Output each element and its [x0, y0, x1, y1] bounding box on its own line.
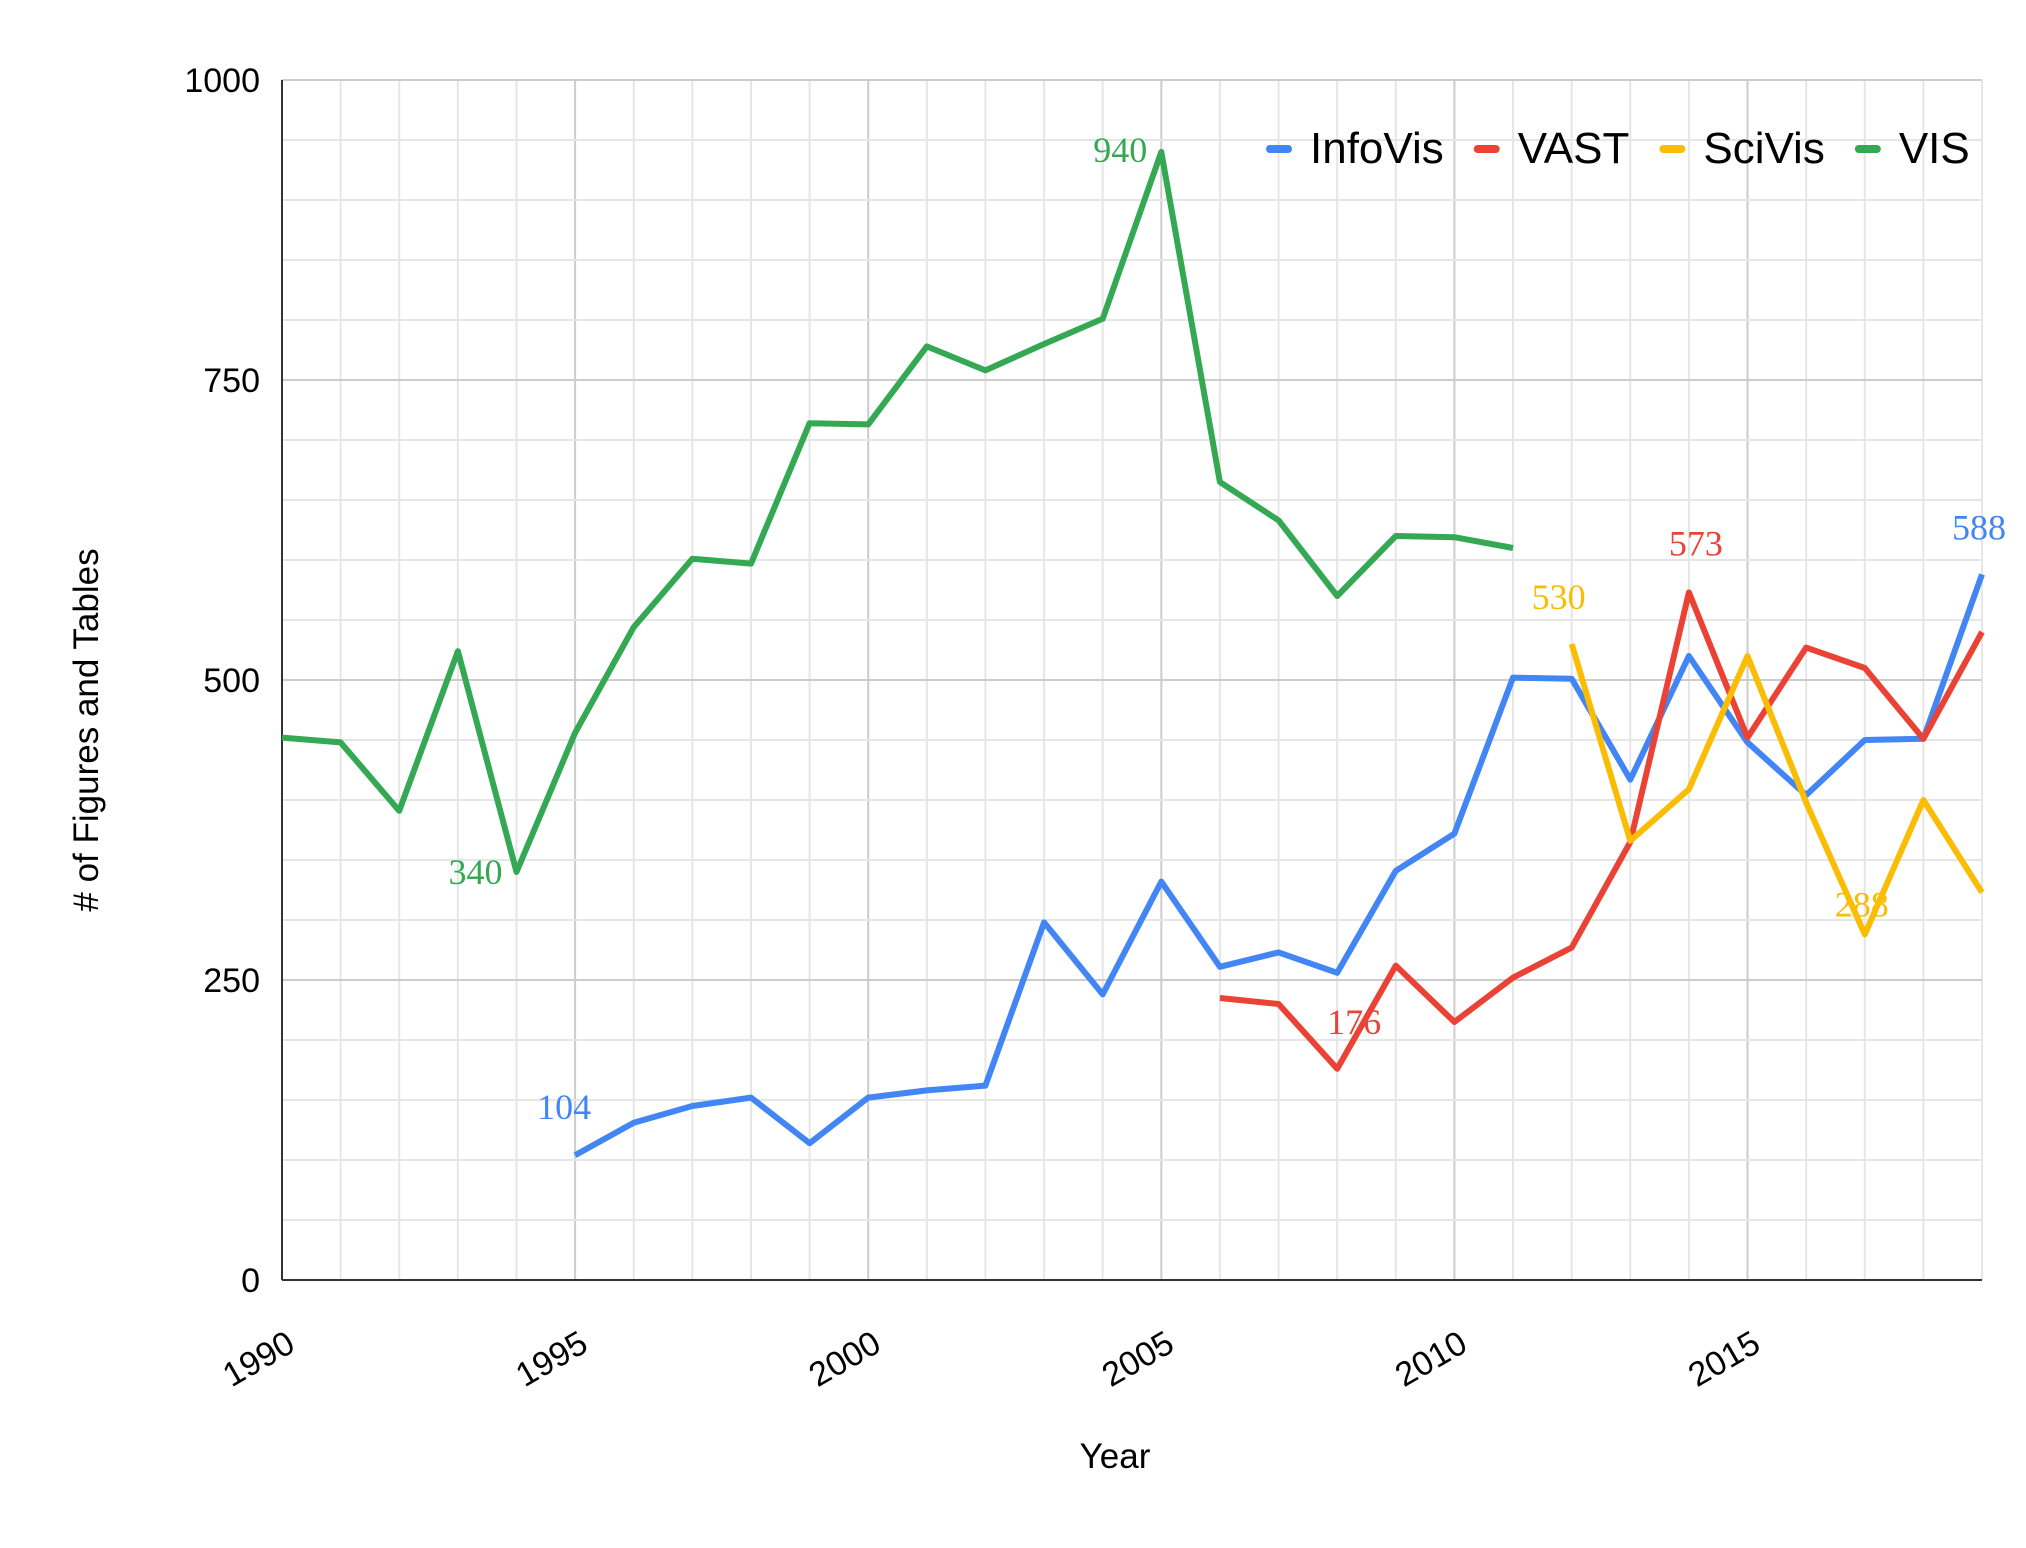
legend-label: VAST [1518, 124, 1630, 173]
data-label: 104 [537, 1087, 591, 1127]
y-tick-label: 750 [203, 362, 260, 400]
y-tick-label: 500 [203, 662, 260, 700]
series-line-vast [1219, 589, 1985, 1072]
legend: InfoVis VAST SciVis VIS [1266, 124, 1970, 173]
legend-label: SciVis [1703, 124, 1824, 173]
data-label: 940 [1093, 130, 1147, 170]
series-line-vis [281, 149, 1514, 875]
x-axis-title: Year [1080, 1437, 1151, 1476]
y-tick-label: 1000 [184, 62, 260, 100]
legend-label: InfoVis [1310, 124, 1444, 173]
x-tick-label: 2010 [1389, 1324, 1474, 1395]
data-label: 573 [1669, 523, 1723, 563]
data-label: 176 [1327, 1002, 1381, 1042]
legend-item-vis: VIS [1854, 124, 1970, 173]
x-tick-label: 1990 [216, 1324, 301, 1395]
series-line-infovis [573, 573, 1985, 1158]
legend-label: VIS [1899, 124, 1970, 173]
legend-item-infovis: InfoVis [1266, 124, 1444, 173]
legend-item-scivis: SciVis [1659, 124, 1825, 173]
data-annotations: 940 340 104 176 530 573 288 588 [448, 130, 2006, 1127]
series-lines [281, 149, 1985, 1158]
data-label: 588 [1952, 507, 2006, 547]
legend-item-vast: VAST [1473, 124, 1630, 173]
data-label: 530 [1532, 577, 1586, 617]
axes: 0 250 500 750 1000 1990 1995 2000 2005 2010 2015 [184, 62, 1982, 1395]
series-line-scivis [1568, 643, 1985, 938]
y-tick-label: 250 [203, 962, 260, 1000]
x-tick-label: 1995 [510, 1324, 595, 1395]
y-tick-label: 0 [241, 1262, 260, 1300]
data-label: 288 [1835, 884, 1889, 924]
x-tick-label: 2005 [1096, 1324, 1181, 1395]
data-label: 340 [448, 852, 502, 892]
x-tick-label: 2015 [1682, 1324, 1767, 1395]
y-axis-title: # of Figures and Tables [67, 548, 106, 911]
grid [281, 79, 1983, 1281]
x-tick-label: 2000 [803, 1324, 888, 1395]
